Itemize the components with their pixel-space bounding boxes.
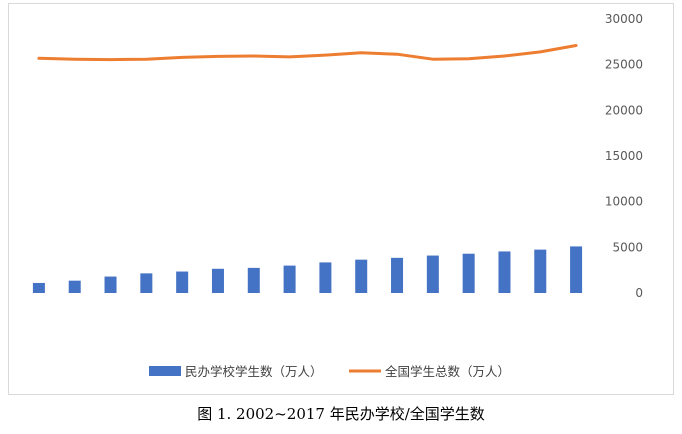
y-tick-label: 0 <box>635 286 643 300</box>
chart-frame: 0 5000 10000 15000 20000 25000 30000 民办学校学生数（万… <box>8 3 674 395</box>
y-tick-label: 5000 <box>612 240 643 254</box>
bar-2005 <box>140 273 153 293</box>
bar-2012 <box>391 257 404 293</box>
bar-series <box>32 246 583 293</box>
y-tick-label: 15000 <box>605 149 643 163</box>
legend-label-bar: 民办学校学生数（万人） <box>185 364 323 379</box>
bar-2003 <box>68 280 81 293</box>
y-tick-label: 20000 <box>605 103 643 117</box>
bar-2015 <box>498 251 511 293</box>
figure-caption: 图 1. 2002~2017 年民办学校/全国学生数 <box>197 405 485 423</box>
bar-2008 <box>247 267 260 293</box>
bar-2009 <box>283 265 296 293</box>
bar-2010 <box>319 262 332 293</box>
bar-2011 <box>355 259 368 293</box>
bar-2004 <box>104 276 117 293</box>
bar-2014 <box>462 253 475 293</box>
bar-2013 <box>426 255 439 293</box>
y-tick-label: 25000 <box>605 58 643 72</box>
bar-2002 <box>32 282 45 293</box>
y-tick-label: 30000 <box>605 12 643 26</box>
legend: 民办学校学生数（万人） 全国学生总数（万人） <box>149 364 510 379</box>
legend-label-line: 全国学生总数（万人） <box>385 364 510 379</box>
bar-2017 <box>570 246 583 293</box>
legend-swatch-bar <box>149 366 181 376</box>
line-series <box>37 44 578 62</box>
line-total-students <box>37 44 578 62</box>
chart: 0 5000 10000 15000 20000 25000 30000 民办学校学生数（万… <box>32 12 643 379</box>
y-tick-label: 10000 <box>605 195 643 209</box>
bar-2006 <box>176 271 189 293</box>
y-axis-ticks: 0 5000 10000 15000 20000 25000 30000 <box>605 12 643 300</box>
bar-2007 <box>211 268 224 293</box>
bar-2016 <box>534 249 547 293</box>
